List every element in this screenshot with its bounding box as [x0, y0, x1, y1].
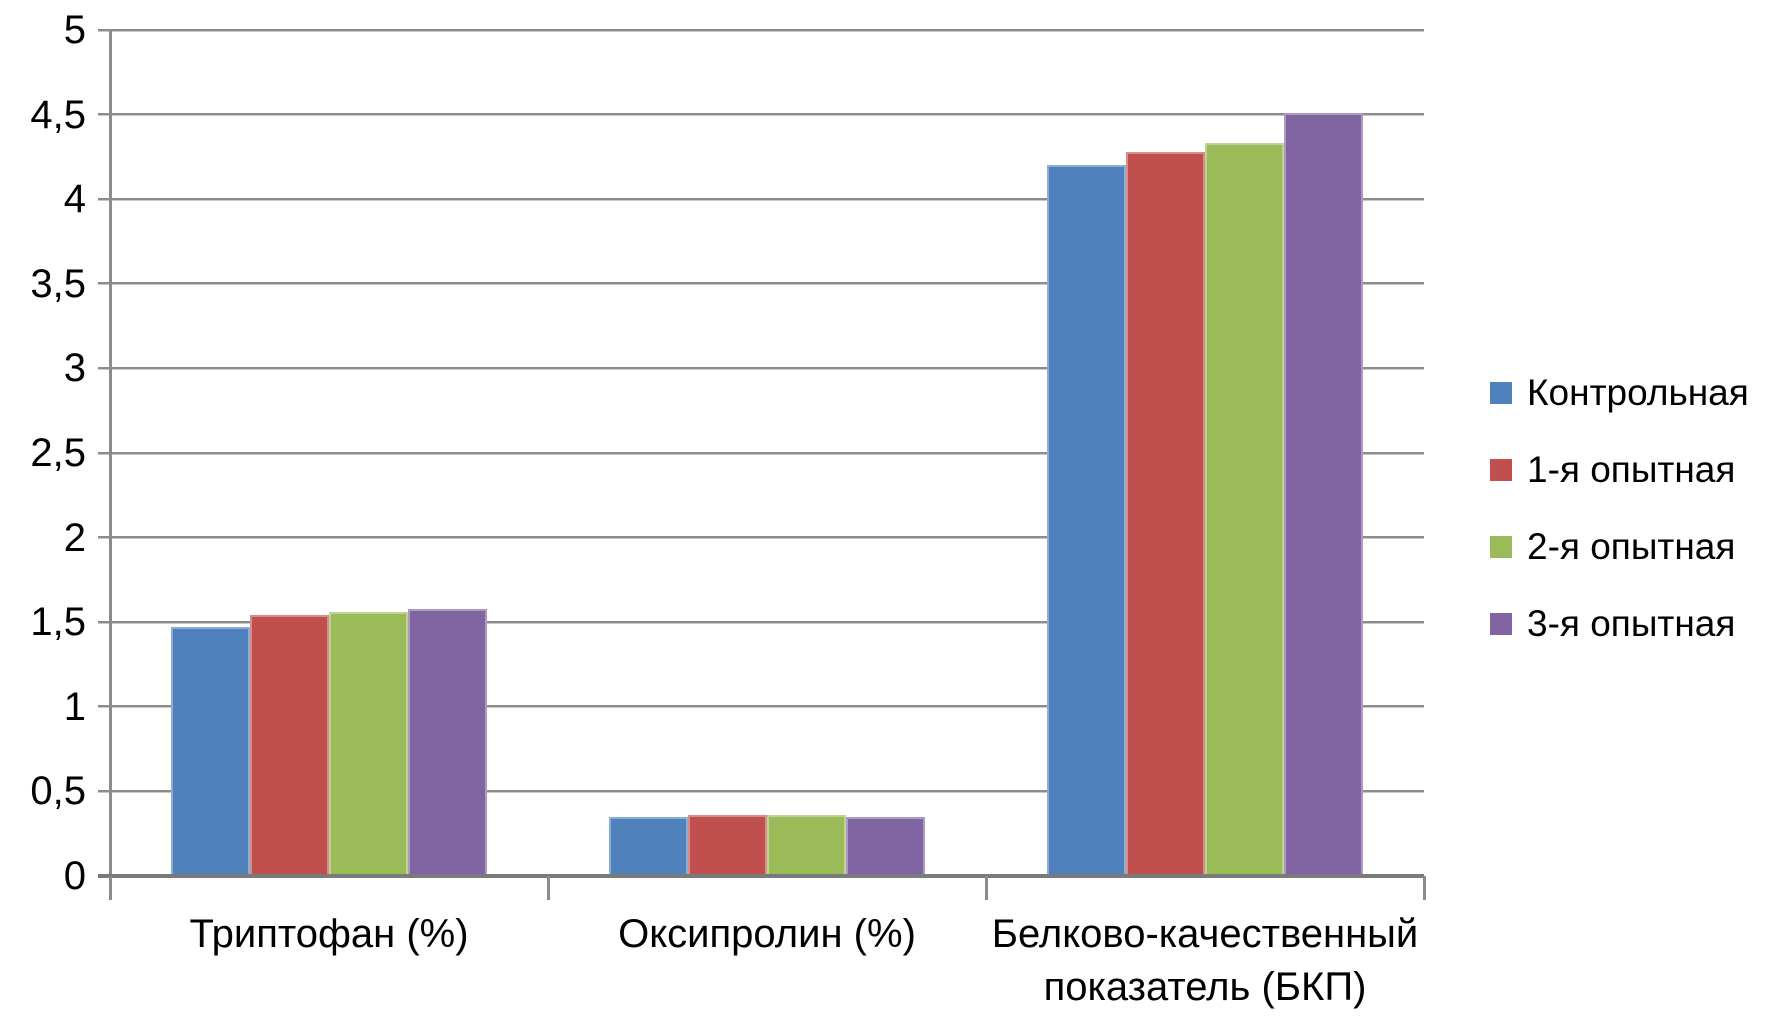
- bar-series4-category3: [1284, 112, 1363, 876]
- bar-series1-category1: [171, 627, 250, 876]
- legend-item-2-opytnaya: 2-я опытная: [1490, 526, 1749, 567]
- bar-series2-category2: [688, 815, 767, 876]
- gridline-1,5: [98, 620, 1424, 624]
- legend-item-1-opytnaya: 1-я опытная: [1490, 449, 1749, 490]
- gridline-4: [98, 197, 1424, 201]
- x-axis-line: [98, 874, 1424, 878]
- y-tick-label-1,5: 1,5: [30, 600, 86, 645]
- legend-label-2-opytnaya: 2-я опытная: [1527, 525, 1736, 567]
- y-tick-label-1: 1: [63, 684, 86, 729]
- bar-series1-category3: [1047, 165, 1126, 876]
- y-tick-label-0,5: 0,5: [30, 769, 86, 814]
- legend: Контрольная 1-я опытная 2-я опытная 3-я …: [1490, 372, 1749, 644]
- gridline-3,5: [98, 282, 1424, 286]
- gridline-2: [98, 536, 1424, 540]
- legend-label-kontrolnaya: Контрольная: [1527, 371, 1749, 413]
- x-category-label-line: Триптофан (%): [189, 912, 469, 956]
- bar-series3-category3: [1205, 143, 1284, 876]
- legend-item-3-opytnaya: 3-я опытная: [1490, 603, 1749, 644]
- legend-label-1-opytnaya: 1-я опытная: [1527, 448, 1736, 490]
- legend-label-3-opytnaya: 3-я опытная: [1527, 602, 1736, 644]
- x-category-label-line: Белково-качественный: [991, 912, 1419, 956]
- bar-series4-category2: [846, 816, 925, 876]
- legend-swatch-kontrolnaya: [1490, 381, 1512, 404]
- gridline-1: [98, 705, 1424, 709]
- gridline-3: [98, 366, 1424, 370]
- legend-swatch-2-opytnaya: [1490, 535, 1512, 558]
- y-tick-label-4,5: 4,5: [30, 92, 86, 137]
- y-tick-label-4: 4: [63, 177, 86, 222]
- x-category-label-2: Оксипролин (%): [548, 908, 986, 961]
- x-axis-tick-3: [1423, 876, 1426, 900]
- bar-series3-category2: [767, 815, 846, 876]
- gridline-2,5: [98, 451, 1424, 455]
- x-axis-tick-1: [547, 876, 550, 900]
- y-tick-label-5: 5: [63, 8, 86, 52]
- legend-swatch-1-opytnaya: [1490, 458, 1512, 481]
- y-tick-label-3,5: 3,5: [30, 261, 86, 306]
- x-category-label-3: Белково-качественный показатель (БКП): [986, 908, 1424, 1014]
- x-category-label-1: Триптофан (%): [110, 908, 548, 961]
- gridline-4,5: [98, 113, 1424, 117]
- y-axis-line: [109, 30, 112, 876]
- y-tick-label-2: 2: [63, 515, 86, 560]
- y-tick-label-2,5: 2,5: [30, 431, 86, 475]
- x-category-label-line: показатель (БКП): [1043, 965, 1367, 1009]
- bar-series3-category1: [329, 612, 408, 876]
- bar-series1-category2: [609, 816, 688, 876]
- gridline-0,5: [98, 789, 1424, 793]
- gridline-5: [98, 28, 1424, 32]
- legend-swatch-3-opytnaya: [1490, 612, 1512, 635]
- y-tick-label-3: 3: [63, 346, 86, 391]
- bar-series4-category1: [408, 608, 487, 876]
- x-axis-tick-0: [109, 876, 112, 900]
- y-tick-label-0: 0: [63, 854, 86, 898]
- bar-series2-category3: [1126, 151, 1205, 876]
- bar-series2-category1: [250, 615, 329, 876]
- x-category-label-line: Оксипролин (%): [618, 912, 916, 956]
- x-axis-tick-2: [985, 876, 988, 900]
- legend-item-kontrolnaya: Контрольная: [1490, 372, 1749, 413]
